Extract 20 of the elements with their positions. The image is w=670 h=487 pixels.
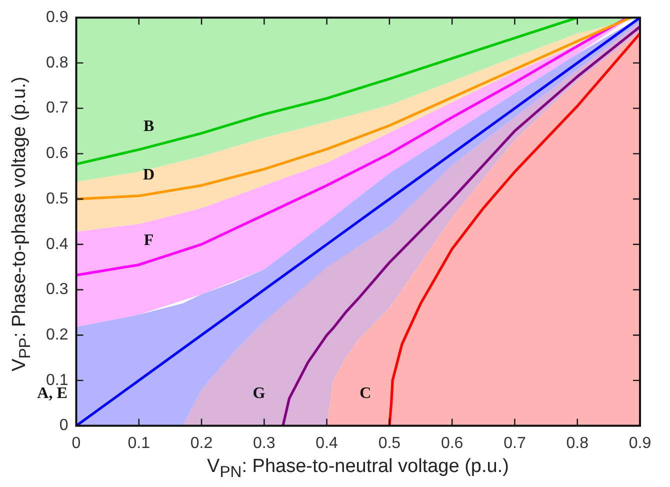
x-tick-label: 0.5 — [378, 434, 401, 452]
x-tick-label: 0.1 — [128, 434, 150, 452]
y-tick-label: 0.5 — [46, 190, 68, 208]
x-tick-label: 0.9 — [628, 434, 652, 452]
y-tick-label: 0 — [59, 417, 68, 434]
x-tick-label: 0.8 — [566, 434, 589, 452]
x-tick-label: 0.2 — [190, 434, 213, 452]
y-tick-label: 0.2 — [46, 326, 68, 344]
y-tick-label: 0.9 — [46, 9, 68, 26]
y-tick-label: 0.6 — [46, 145, 68, 162]
x-tick-label: 0.4 — [316, 434, 338, 452]
y-tick-label: 0.8 — [46, 54, 68, 72]
y-tick-label: 0.3 — [46, 281, 68, 298]
x-tick-label: 0.6 — [440, 434, 464, 452]
y-tick-label: 0.4 — [46, 236, 68, 253]
x-tick-label: 0.3 — [253, 434, 276, 452]
x-tick-label: 0.7 — [504, 434, 526, 452]
y-tick-label: 0.7 — [46, 100, 68, 117]
x-tick-label: 0 — [72, 434, 81, 452]
x-axis-title: V$_{PN}$: Phase-to-neutral voltage (p.u.) — [207, 456, 509, 482]
